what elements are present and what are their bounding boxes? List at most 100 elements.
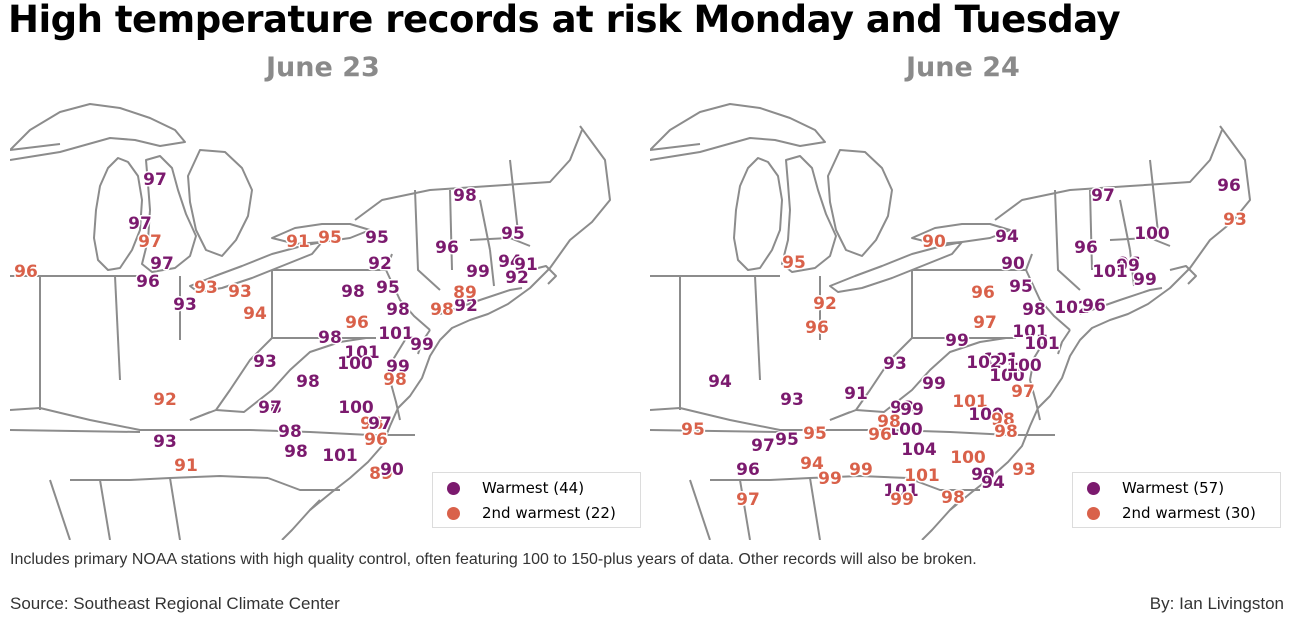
record-label-second-warmest: 96 [345, 313, 369, 333]
record-label-warmest: 100 [887, 420, 923, 440]
map-boundary-line [1129, 249, 1135, 287]
record-label-warmest: 100 [968, 405, 1004, 425]
record-label-warmest: 93 [153, 432, 177, 452]
map-boundary-line [809, 477, 821, 540]
record-label-warmest: 92 [505, 268, 529, 288]
record-label-second-warmest: 98 [430, 300, 454, 320]
record-label-warmest: 97 [150, 254, 174, 274]
record-label-warmest: 100 [337, 354, 373, 374]
record-label-warmest: 101 [378, 324, 414, 344]
record-label-warmest: 93 [780, 390, 804, 410]
record-label-second-warmest: 98 [383, 370, 407, 390]
map-boundary-line [271, 223, 371, 245]
record-label-warmest: 100 [989, 366, 1025, 386]
map-boundary-line [509, 159, 519, 233]
record-label-warmest: 91 [514, 255, 538, 275]
map-boundary-line [1057, 329, 1071, 355]
record-label-warmest: 94 [498, 252, 522, 272]
legend-item-second-warmest: 2nd warmest (30) [1087, 504, 1256, 522]
record-label-second-warmest: 99 [890, 490, 914, 510]
map-boundary-line [93, 157, 143, 271]
record-label-second-warmest: 95 [782, 253, 806, 273]
map-boundary-line [739, 479, 751, 540]
record-label-warmest: 99 [386, 357, 410, 377]
record-label-warmest: 98 [453, 186, 477, 206]
source-credit: Source: Southeast Regional Climate Cente… [10, 594, 340, 613]
map-boundary-line [650, 407, 1055, 436]
record-label-second-warmest: 96 [805, 318, 829, 338]
record-label-second-warmest: 101 [904, 466, 940, 486]
map-boundary-line [215, 337, 367, 413]
record-label-second-warmest: 99 [849, 460, 873, 480]
record-label-second-warmest: 90 [922, 232, 946, 252]
record-label-second-warmest: 94 [243, 304, 267, 324]
record-label-warmest: 90 [1001, 254, 1025, 274]
map-boundary-line [1119, 199, 1131, 251]
map-boundary-line [479, 199, 491, 251]
record-label-warmest: 96 [1217, 176, 1241, 196]
record-label-second-warmest: 89 [369, 464, 393, 484]
map-boundary-line [1025, 269, 1071, 331]
record-label-second-warmest: 98 [941, 488, 965, 508]
record-label-second-warmest: 95 [318, 228, 342, 248]
map-boundary-line [1089, 189, 1093, 271]
record-label-warmest: 92 [368, 254, 392, 274]
map-boundary-line [267, 477, 340, 491]
record-label-warmest: 91 [844, 384, 868, 404]
record-label-warmest: 94 [708, 372, 732, 392]
record-label-warmest: 98 [1022, 300, 1046, 320]
record-label-warmest: 98 [341, 282, 365, 302]
record-label-warmest: 101 [344, 343, 380, 363]
record-label-second-warmest: 92 [153, 390, 177, 410]
record-label-warmest: 99 [410, 335, 434, 355]
map-boundary-line [10, 129, 583, 221]
map-boundary-line [911, 223, 1011, 245]
record-label-warmest: 96 [1082, 296, 1106, 316]
map-june-24: 97 96 93 100 90 94 96 96 99 101 99 95 90 92 96 96 95 98 10… [650, 90, 1290, 540]
record-label-second-warmest: 97 [138, 232, 162, 252]
record-label-second-warmest: 97 [736, 490, 760, 510]
record-label-second-warmest: 97 [1011, 382, 1035, 402]
map-boundary-line [385, 269, 431, 331]
record-label-second-warmest: 96 [971, 283, 995, 303]
record-label-warmest: 90 [380, 460, 404, 480]
record-label-second-warmest: 99 [818, 469, 842, 489]
map-boundary-line [829, 241, 963, 293]
record-label-second-warmest: 100 [950, 448, 986, 468]
legend-label-second-warmest: 2nd warmest (22) [482, 504, 616, 522]
map-boundary-line [1109, 237, 1171, 247]
map-boundary-line [733, 157, 783, 271]
map-boundary-line [49, 479, 71, 540]
record-label-second-warmest: 96 [14, 262, 38, 282]
map-boundary-line [907, 477, 980, 491]
map-boundary-line [281, 125, 611, 540]
record-label-second-warmest: 91 [174, 456, 198, 476]
record-label-warmest: 100 [1134, 224, 1170, 244]
map-boundary-line [650, 103, 826, 161]
warmest-dot-icon [1087, 481, 1100, 495]
record-label-warmest: 99 [466, 262, 490, 282]
record-label-warmest: 98 [318, 328, 342, 348]
record-label-warmest: 98 [278, 422, 302, 442]
map-boundary-line [187, 149, 253, 257]
record-label-warmest: 101 [883, 481, 919, 501]
map-boundary-line [469, 237, 531, 247]
record-label-second-warmest: 95 [803, 424, 827, 444]
legend-item-second-warmest: 2nd warmest (22) [447, 504, 616, 522]
record-label-warmest: 96 [136, 272, 160, 292]
map-boundary-line [921, 125, 1251, 540]
record-label-second-warmest: 96 [868, 425, 892, 445]
record-label-second-warmest: 98 [991, 410, 1015, 430]
panel-title-june-23: June 23 [266, 52, 380, 83]
record-label-warmest: 94 [995, 227, 1019, 247]
legend-label-warmest: Warmest (44) [482, 479, 585, 497]
map-boundary-line [489, 249, 495, 287]
record-label-second-warmest: 93 [228, 282, 252, 302]
record-label-second-warmest: 91 [286, 232, 310, 252]
legend-label-second-warmest: 2nd warmest (30) [1122, 504, 1256, 522]
record-label-warmest: 95 [376, 278, 400, 298]
map-boundary-line [754, 275, 761, 381]
legend-label-warmest: Warmest (57) [1122, 479, 1225, 497]
map-boundary-line [449, 189, 453, 271]
